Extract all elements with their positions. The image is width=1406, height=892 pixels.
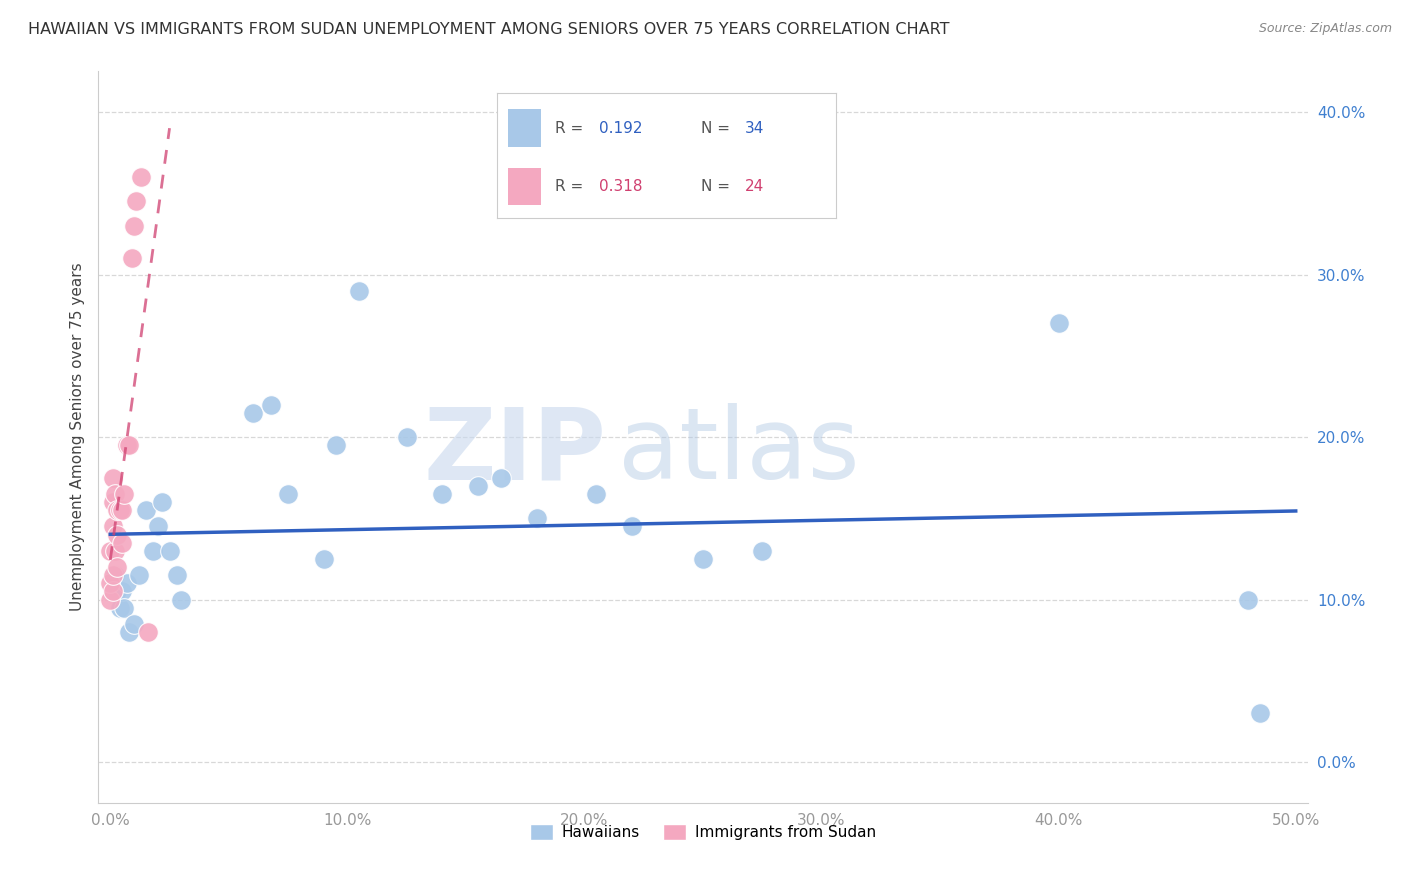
- Point: [114, 487, 136, 501]
- Point: [277, 487, 299, 501]
- Point: [467, 479, 489, 493]
- Point: [115, 576, 138, 591]
- Point: [1237, 592, 1260, 607]
- Point: [121, 252, 143, 266]
- Y-axis label: Unemployment Among Seniors over 75 years: Unemployment Among Seniors over 75 years: [70, 263, 86, 611]
- Point: [128, 568, 150, 582]
- Point: [146, 519, 169, 533]
- Point: [325, 438, 347, 452]
- Point: [491, 471, 513, 485]
- Point: [526, 511, 548, 525]
- Point: [166, 568, 188, 582]
- Legend: Hawaiians, Immigrants from Sudan: Hawaiians, Immigrants from Sudan: [523, 818, 883, 847]
- Point: [101, 568, 124, 582]
- Text: atlas: atlas: [619, 403, 860, 500]
- Point: [111, 503, 134, 517]
- Point: [432, 487, 454, 501]
- Point: [125, 194, 148, 209]
- Point: [260, 398, 283, 412]
- Point: [585, 487, 607, 501]
- Point: [1047, 316, 1070, 330]
- Point: [347, 284, 370, 298]
- Point: [118, 625, 141, 640]
- Point: [108, 503, 131, 517]
- Point: [104, 544, 127, 558]
- Point: [98, 592, 121, 607]
- Point: [101, 584, 124, 599]
- Point: [115, 438, 138, 452]
- Point: [105, 584, 128, 599]
- Point: [242, 406, 264, 420]
- Point: [170, 592, 193, 607]
- Point: [114, 600, 136, 615]
- Point: [152, 495, 174, 509]
- Point: [105, 503, 128, 517]
- Point: [129, 169, 152, 184]
- Point: [135, 503, 157, 517]
- Point: [142, 544, 165, 558]
- Point: [751, 544, 773, 558]
- Point: [122, 219, 145, 233]
- Point: [108, 600, 131, 615]
- Text: HAWAIIAN VS IMMIGRANTS FROM SUDAN UNEMPLOYMENT AMONG SENIORS OVER 75 YEARS CORRE: HAWAIIAN VS IMMIGRANTS FROM SUDAN UNEMPL…: [28, 22, 949, 37]
- Point: [101, 519, 124, 533]
- Point: [159, 544, 181, 558]
- Point: [692, 552, 714, 566]
- Point: [136, 625, 159, 640]
- Point: [118, 438, 141, 452]
- Point: [122, 617, 145, 632]
- Point: [104, 487, 127, 501]
- Text: ZIP: ZIP: [423, 403, 606, 500]
- Point: [105, 560, 128, 574]
- Point: [111, 584, 134, 599]
- Point: [105, 527, 128, 541]
- Point: [312, 552, 335, 566]
- Point: [1249, 706, 1271, 721]
- Point: [98, 576, 121, 591]
- Text: Source: ZipAtlas.com: Source: ZipAtlas.com: [1258, 22, 1392, 36]
- Point: [101, 471, 124, 485]
- Point: [104, 568, 127, 582]
- Point: [98, 544, 121, 558]
- Point: [395, 430, 418, 444]
- Point: [111, 535, 134, 549]
- Point: [620, 519, 643, 533]
- Point: [101, 495, 124, 509]
